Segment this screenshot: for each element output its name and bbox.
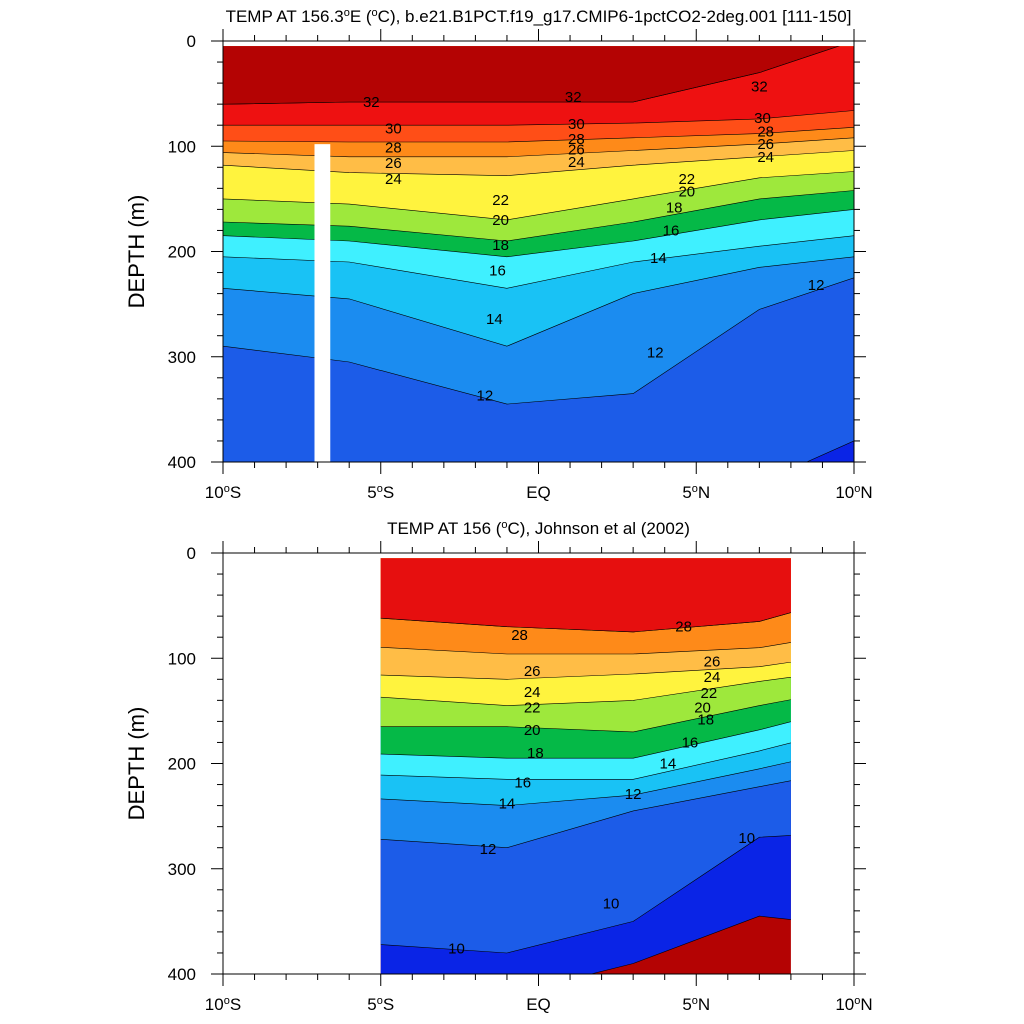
isotherm-line-20 [380, 699, 791, 733]
contour-label: 10 [738, 830, 755, 847]
contour-label: 26 [524, 663, 541, 680]
contour-label: 26 [385, 155, 402, 172]
contour-field [380, 558, 791, 974]
warmest-band [380, 558, 791, 633]
y-tick-label: 0 [187, 544, 196, 563]
contour-label: 26 [757, 136, 774, 153]
contour-label: 12 [477, 388, 494, 405]
y-tick-label: 300 [168, 860, 196, 879]
x-tick-label: 10oN [835, 483, 872, 502]
contour-label: 18 [697, 711, 714, 728]
isotherm-line-10 [380, 835, 791, 954]
contour-label: 28 [568, 131, 585, 148]
contour-label: 28 [757, 124, 774, 141]
warmest-band [223, 46, 840, 105]
contour-label: 22 [701, 685, 718, 702]
chart-title: TEMP AT 156 (oC), Johnson et al (2002) [387, 519, 690, 538]
x-tick-label: EQ [526, 995, 551, 1014]
y-tick-label: 200 [168, 755, 196, 774]
isotherm-line-12 [380, 780, 791, 849]
y-axis-label: DEPTH (m) [124, 707, 149, 821]
chart-title: TEMP AT 156.3oE (oC), b.e21.B1PCT.f19_g1… [226, 7, 852, 26]
x-tick-label: 5oS [367, 995, 394, 1014]
isotherm-line-18 [380, 721, 791, 759]
contour-label: 14 [650, 250, 667, 267]
y-tick-label: 0 [187, 32, 196, 51]
contour-label: 12 [647, 345, 664, 362]
contour-label: 28 [511, 627, 528, 644]
y-tick-label: 100 [168, 137, 196, 156]
isotherm-line-8 [589, 915, 791, 974]
contour-label: 26 [704, 653, 721, 670]
contour-label: 18 [666, 199, 683, 216]
contour-label: 24 [757, 149, 774, 166]
contour-label: 16 [663, 222, 680, 239]
isotherm-line-26 [380, 642, 791, 655]
x-tick-label: 10oS [205, 995, 241, 1014]
contour-label: 24 [385, 171, 402, 188]
x-tick-label: EQ [526, 483, 551, 502]
x-tick-label: 5oN [682, 995, 710, 1014]
contour-label: 22 [524, 700, 541, 717]
contour-label: 16 [682, 734, 699, 751]
contour-label: 16 [514, 774, 531, 791]
isotherm-line-22 [380, 676, 791, 706]
contour-label: 26 [568, 141, 585, 158]
isotherm-line-16 [380, 742, 791, 780]
y-tick-label: 300 [168, 348, 196, 367]
y-tick-label: 400 [168, 965, 196, 984]
contour-label: 12 [625, 786, 642, 803]
contour-label: 20 [694, 700, 711, 717]
contour-label: 12 [808, 277, 825, 294]
isotherm-line-30 [223, 110, 854, 126]
contour-label: 20 [492, 212, 509, 229]
contour-label: 20 [524, 722, 541, 739]
contour-label: 14 [499, 795, 516, 812]
x-tick-label: 5oN [682, 483, 710, 502]
contour-field [223, 46, 854, 462]
contour-label: 24 [704, 669, 721, 686]
contour-label: 28 [675, 619, 692, 636]
contour-label: 22 [492, 192, 509, 209]
y-tick-label: 400 [168, 453, 196, 472]
contour-label: 18 [527, 745, 544, 762]
contour-label: 30 [754, 110, 771, 127]
lower-panel: 28 28262624242222202018181616141412121010… [124, 519, 873, 1014]
contour-label: 14 [486, 311, 503, 328]
contour-label: 10 [603, 895, 620, 912]
contour-label: 16 [489, 262, 506, 279]
x-tick-label: 10oN [835, 995, 872, 1014]
contour-label: 32 [751, 78, 768, 95]
y-tick-label: 200 [168, 243, 196, 262]
x-tick-label: 5oS [367, 483, 394, 502]
contour-label: 30 [385, 120, 402, 137]
contour-label: 18 [492, 237, 509, 254]
contour-label: 32 [565, 89, 582, 106]
contour-label: 14 [660, 756, 677, 773]
isotherm-line-14 [380, 761, 791, 806]
contour-label: 24 [524, 684, 541, 701]
contour-label: 24 [568, 154, 585, 171]
contour-label: 32 [363, 94, 380, 111]
contour-label: 10 [448, 941, 465, 958]
y-axis-label: DEPTH (m) [124, 195, 149, 309]
contour-label: 28 [385, 139, 402, 156]
x-tick-label: 10oS [205, 483, 241, 502]
y-tick-label: 100 [168, 649, 196, 668]
contour-label: 22 [678, 171, 695, 188]
contour-label: 20 [678, 184, 695, 201]
isotherm-line-28 [223, 127, 854, 143]
contour-label: 30 [568, 116, 585, 133]
missing-data-band [314, 144, 331, 462]
contour-label: 12 [480, 841, 497, 858]
isotherm-line-24 [380, 661, 791, 680]
